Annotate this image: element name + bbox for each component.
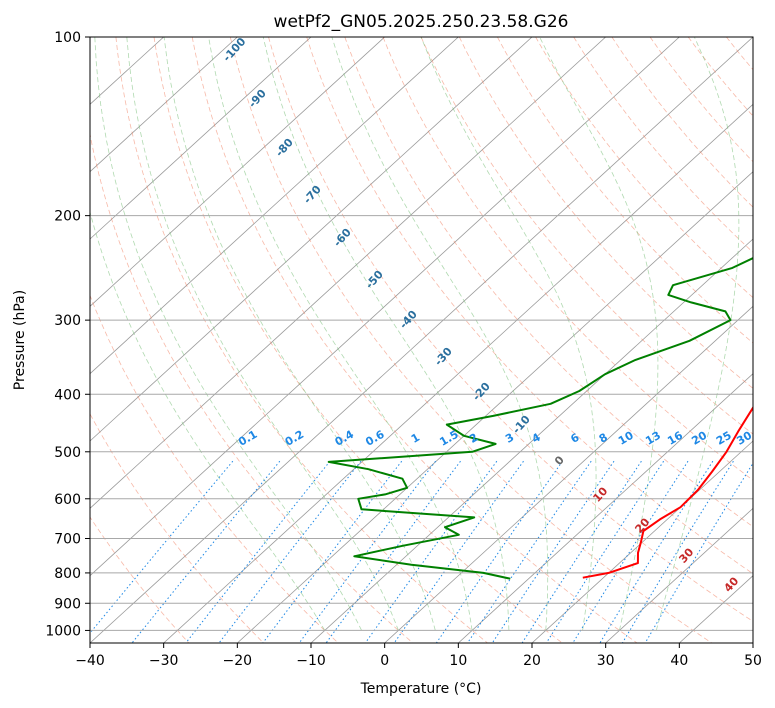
x-tick-label: 0 [380, 653, 389, 669]
y-tick-label: 800 [54, 566, 81, 582]
y-tick-label: 700 [54, 532, 81, 548]
series-line [582, 405, 753, 579]
y-tick-label: 1000 [45, 623, 81, 639]
mixing-ratio-line [572, 460, 689, 643]
dry-adiabat-line [420, 37, 753, 435]
x-tick-label: 40 [670, 653, 688, 669]
isotherm-line [605, 507, 753, 643]
x-axis-title: Temperature (°C) [360, 681, 482, 697]
isotherm-line [90, 37, 680, 577]
moist-adiabat-line [655, 37, 740, 631]
isotherm-line [90, 37, 533, 442]
x-tick-label: 50 [744, 653, 762, 669]
mixing-ratio-line [131, 460, 281, 643]
mixing-ratio-line [218, 460, 362, 643]
dry-adiabat-line [90, 294, 339, 643]
dry-adiabat-line [306, 37, 753, 575]
plot-frame [89, 36, 754, 644]
isotherm-line [458, 373, 753, 643]
isotherm-line [90, 37, 753, 643]
dry-adiabat-line [649, 37, 753, 163]
dry-adiabat-line [191, 37, 638, 643]
dry-adiabat-line [229, 37, 712, 643]
mixing-ratio-line [644, 462, 753, 643]
mixing-ratio-line [521, 460, 642, 643]
x-tick-label: 10 [449, 653, 467, 669]
y-tick-label: 400 [54, 387, 81, 403]
mixing-ratio-line [185, 460, 331, 643]
x-tick-label: 30 [597, 653, 615, 669]
mixing-ratio-line [467, 460, 592, 643]
chart-title: wetPf2_GN05.2025.250.23.58.G26 [274, 12, 569, 32]
x-tick-label: −20 [223, 653, 253, 669]
y-tick-label: 500 [54, 445, 81, 461]
profile-series [327, 257, 753, 580]
mixing-ratio-label: 36 [755, 429, 775, 448]
mixing-ratio-line [435, 460, 563, 643]
isotherm-line [752, 642, 753, 643]
moist-adiabat-line [331, 37, 549, 631]
dry-adiabat-line [115, 37, 488, 643]
mixing-ratio-label: 30 [734, 429, 754, 448]
isotherm-line [90, 37, 385, 307]
dry-adiabat-line [344, 37, 753, 528]
x-axis: −40 −30 −20 −10 0 10 20 30 40 50 [75, 643, 762, 669]
y-axis-title: Pressure (hPa) [12, 290, 28, 390]
mixing-ratio-line [491, 460, 615, 643]
dry-adiabat-line [90, 132, 414, 643]
series-line [327, 257, 753, 580]
moist-adiabat-line [163, 37, 436, 631]
isotherm-line [384, 305, 753, 643]
isotherm-line [531, 440, 753, 643]
isotherm-line [90, 37, 459, 375]
x-tick-label: −40 [75, 653, 105, 669]
y-tick-label: 600 [54, 492, 81, 508]
dry-adiabat-line [90, 413, 264, 643]
mixing-ratio-line [393, 460, 524, 643]
moist-adiabat-line [539, 37, 659, 631]
mixing-ratio-line [364, 460, 498, 643]
x-tick-label: 20 [523, 653, 541, 669]
dry-adiabat-line [382, 37, 753, 481]
moist-adiabat-line [262, 37, 510, 631]
mixing-ratio-line [325, 460, 461, 643]
dry-adiabat-line [268, 37, 753, 622]
dry-adiabat-line [535, 37, 753, 299]
isotherm-line [90, 37, 312, 240]
mixing-ratio-line [90, 460, 234, 634]
isotherm-line [90, 37, 606, 509]
x-tick-label: −10 [296, 653, 326, 669]
y-tick-label: 900 [54, 596, 81, 612]
dry-adiabat-line [458, 37, 753, 389]
moist-adiabat-line [208, 37, 473, 631]
y-tick-label: 100 [54, 30, 81, 46]
moist-adiabat-line [90, 210, 326, 631]
dry-adiabat-line [497, 37, 753, 344]
dry-adiabat-line [153, 37, 563, 643]
y-axis: 100 200 300 400 500 600 700 800 900 1000 [45, 30, 90, 639]
background-lines [90, 37, 775, 643]
isotherm-line [163, 103, 753, 643]
y-tick-label: 300 [54, 313, 81, 329]
isotherm-line [237, 171, 753, 643]
mixing-ratio-line [545, 460, 665, 643]
y-tick-label: 200 [54, 209, 81, 225]
dry-adiabat-line [765, 37, 775, 643]
moist-adiabat-line [94, 37, 362, 631]
dry-adiabat-line [573, 37, 753, 253]
moist-adiabat-line [126, 37, 399, 631]
isotherm-line [90, 37, 238, 173]
x-tick-label: −30 [149, 653, 179, 669]
pressure-grid [90, 37, 753, 631]
moist-adiabat-line [420, 37, 597, 631]
